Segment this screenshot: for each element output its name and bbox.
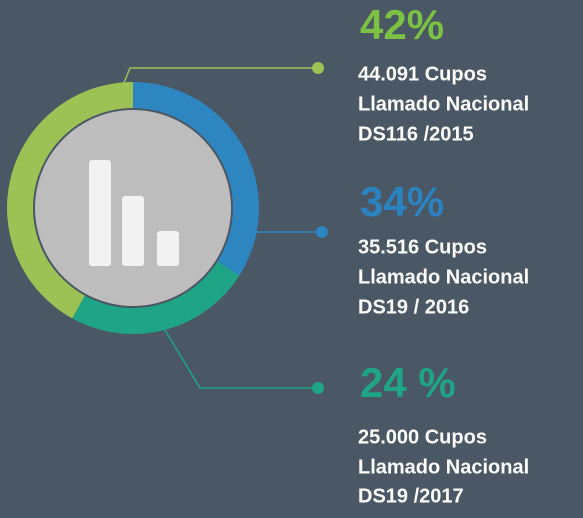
detail-text: Llamado Nacional <box>358 456 529 478</box>
percent-label: 24 % <box>360 359 456 406</box>
leader-line <box>117 67 318 98</box>
labels: 42% 44.091 Cupos Llamado Nacional DS116 /20… <box>117 1 529 507</box>
leader-dot <box>312 62 324 74</box>
leader-dot <box>316 226 328 238</box>
detail-text: DS116 /2015 <box>358 123 474 145</box>
detail-text: 35.516 Cupos <box>358 236 487 258</box>
percent-label: 34% <box>360 178 444 225</box>
donut-segment <box>133 82 260 276</box>
detail-text: DS19 /2017 <box>358 485 464 507</box>
detail-text: 25.000 Cupos <box>358 426 487 448</box>
donut-segment <box>6 82 134 319</box>
donut-segment <box>72 261 240 334</box>
ring <box>6 82 260 334</box>
detail-text: DS19 / 2016 <box>358 296 469 318</box>
icon-bar <box>122 196 144 266</box>
leader-dot <box>312 382 324 394</box>
percent-label: 42% <box>360 1 444 48</box>
icon-bar <box>89 160 111 266</box>
leader-line <box>164 329 318 389</box>
icon-bar <box>157 231 179 266</box>
detail-text: Llamado Nacional <box>358 93 529 115</box>
detail-text: Llamado Nacional <box>358 266 529 288</box>
detail-text: 44.091 Cupos <box>358 63 487 85</box>
